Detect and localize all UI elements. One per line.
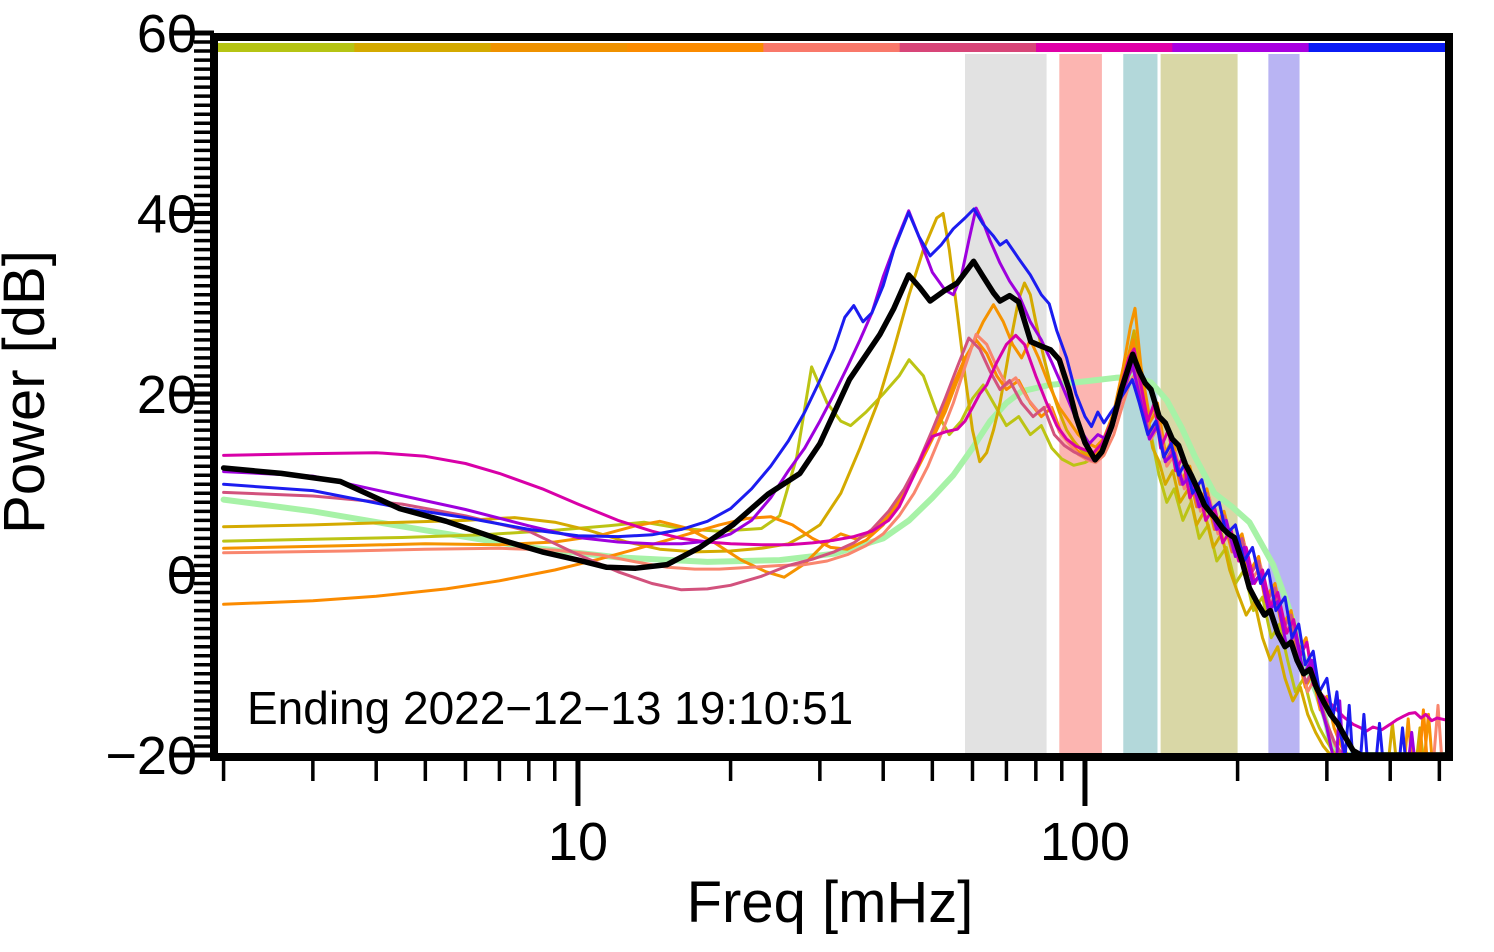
series-line-spectrum-9-blue [222, 207, 1445, 756]
x-tick-label-100: 100 [1040, 812, 1130, 872]
y-tick-label-0: 0 [167, 546, 197, 606]
colorbar-segment-8-purple [1172, 43, 1310, 52]
y-tick-label-60: 60 [137, 4, 197, 64]
y-tick-label-40: 40 [137, 185, 197, 245]
y-tick-label-20: 20 [137, 365, 197, 425]
colorbar-segment-3-orange [490, 43, 628, 52]
colorbar-segment-9-blue [1308, 43, 1446, 52]
axis-ticks [172, 30, 1442, 806]
plot-frame [210, 33, 1453, 761]
x-tick-label-10: 10 [548, 812, 608, 872]
y-tick-label-−20: −20 [105, 726, 197, 786]
shaded-frequency-bands [965, 54, 1300, 753]
spectrum-series [220, 206, 1445, 756]
series-line-spectrum-2-gold [222, 212, 1445, 756]
colorbar-segment-2-gold [354, 43, 492, 52]
y-axis-title: Power [dB] [0, 250, 57, 534]
top-colorbar [218, 43, 1446, 52]
colorbar-segment-4-dark-orange [627, 43, 764, 52]
colorbar-segment-7-magenta [1036, 43, 1173, 52]
colorbar-segment-1-yellow-green [218, 43, 355, 52]
x-axis-title: Freq [mHz] [687, 870, 974, 935]
axes-frame [210, 33, 1453, 761]
colorbar-segment-5-salmon [763, 43, 901, 52]
axis-tick-labels: −20 0 20 40 60 10 100 [105, 4, 1130, 872]
band-olive [1160, 54, 1238, 753]
series-line-spectrum-8-purple [222, 206, 1445, 756]
ending-time-annotation: Ending 2022−12−13 19:10:51 [247, 682, 853, 734]
colorbar-segment-6-raspberry [899, 43, 1037, 52]
series-line-mean-black [220, 258, 1445, 756]
